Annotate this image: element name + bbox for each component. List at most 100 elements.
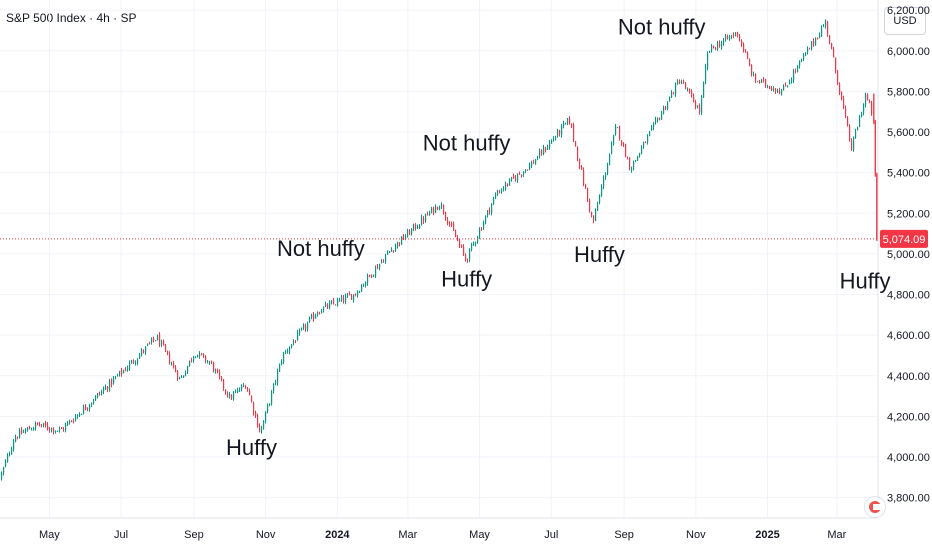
candle-body <box>403 235 405 240</box>
candle-body <box>325 303 327 307</box>
candle-body <box>45 423 47 426</box>
candle-body <box>693 95 695 103</box>
candle-body <box>687 89 689 91</box>
candle-body <box>131 360 133 364</box>
candle-body <box>731 35 733 37</box>
candle-body <box>659 117 661 120</box>
candle-body <box>655 119 657 123</box>
candle-body <box>713 45 715 48</box>
candle-body <box>485 215 487 224</box>
candle-body <box>285 351 287 353</box>
candle-body <box>663 107 665 114</box>
candle-body <box>487 210 489 216</box>
candle-body <box>777 90 779 93</box>
candle-body <box>203 354 205 356</box>
candle-body <box>277 371 279 383</box>
candle-body <box>219 371 221 377</box>
candle-body <box>491 204 493 213</box>
candle-body <box>413 224 415 230</box>
candle-body <box>391 249 393 252</box>
candle-body <box>483 222 485 229</box>
candle-body <box>135 362 137 364</box>
candle-body <box>375 267 377 276</box>
candle-body <box>649 131 651 136</box>
candle-body <box>65 424 67 430</box>
tradingview-logo-icon[interactable] <box>864 496 886 518</box>
candle-body <box>707 53 709 68</box>
candle-body <box>353 294 355 301</box>
candle-body <box>125 369 127 371</box>
candle-body <box>855 131 857 138</box>
candle-body <box>519 173 521 175</box>
currency-button[interactable]: USD <box>884 7 926 35</box>
candle-body <box>155 340 157 342</box>
candle-body <box>545 147 547 151</box>
candle-body <box>241 385 243 390</box>
candle-body <box>619 126 621 140</box>
candle-body <box>231 394 233 399</box>
candle-body <box>797 65 799 72</box>
candle-body <box>585 184 587 189</box>
candle-body <box>737 32 739 36</box>
candle-body <box>339 299 341 301</box>
candle-body <box>393 250 395 252</box>
candle-body <box>365 282 367 286</box>
candle-body <box>445 212 447 219</box>
candle-body <box>615 126 617 135</box>
candle-body <box>373 274 375 277</box>
candle-body <box>819 34 821 39</box>
candle-body <box>177 371 179 379</box>
candle-body <box>793 71 795 81</box>
candle-body <box>447 219 449 224</box>
candle-body <box>695 101 697 108</box>
candle-body <box>551 140 553 144</box>
candle-body <box>23 431 25 433</box>
last-price-badge <box>880 229 928 248</box>
candle-body <box>569 118 571 124</box>
candle-body <box>387 251 389 255</box>
candle-body <box>583 170 585 185</box>
candle-body <box>217 369 219 372</box>
candle-body <box>139 354 141 359</box>
candle-body <box>191 360 193 362</box>
candle-body <box>607 164 609 174</box>
candle-body <box>873 95 875 122</box>
candle-body <box>767 85 769 87</box>
candle-body <box>683 81 685 83</box>
candle-body <box>699 105 701 113</box>
candle-body <box>25 430 27 433</box>
candle-body <box>75 416 77 421</box>
candle-body <box>71 420 73 422</box>
candle-body <box>123 370 125 374</box>
candle-body <box>55 430 57 432</box>
candle-body <box>93 401 95 404</box>
candle-body <box>547 147 549 150</box>
candle-body <box>9 453 11 455</box>
candle-body <box>429 212 431 215</box>
candle-body <box>557 130 559 137</box>
candle-body <box>121 370 123 375</box>
candle-body <box>73 421 75 423</box>
candle-body <box>469 248 471 260</box>
candle-body <box>341 296 343 301</box>
candle-body <box>725 35 727 40</box>
candle-body <box>773 88 775 91</box>
candle-body <box>227 393 229 397</box>
chart-title: S&P 500 Index · 4h · SP <box>6 11 137 25</box>
candle-body <box>473 242 475 245</box>
candle-body <box>679 81 681 84</box>
candle-body <box>171 364 173 366</box>
candle-body <box>201 353 203 355</box>
candle-body <box>467 259 469 261</box>
candle-body <box>501 189 503 193</box>
candle-body <box>867 94 869 101</box>
candle-body <box>675 83 677 95</box>
price-tick-label: 4,800.00 <box>887 290 930 302</box>
candle-body <box>847 116 849 126</box>
candle-body <box>863 103 865 113</box>
candle-body <box>181 376 183 378</box>
candle-body <box>313 314 315 320</box>
last-price-label: 5,074.09 <box>880 229 928 248</box>
candle-body <box>99 393 101 395</box>
